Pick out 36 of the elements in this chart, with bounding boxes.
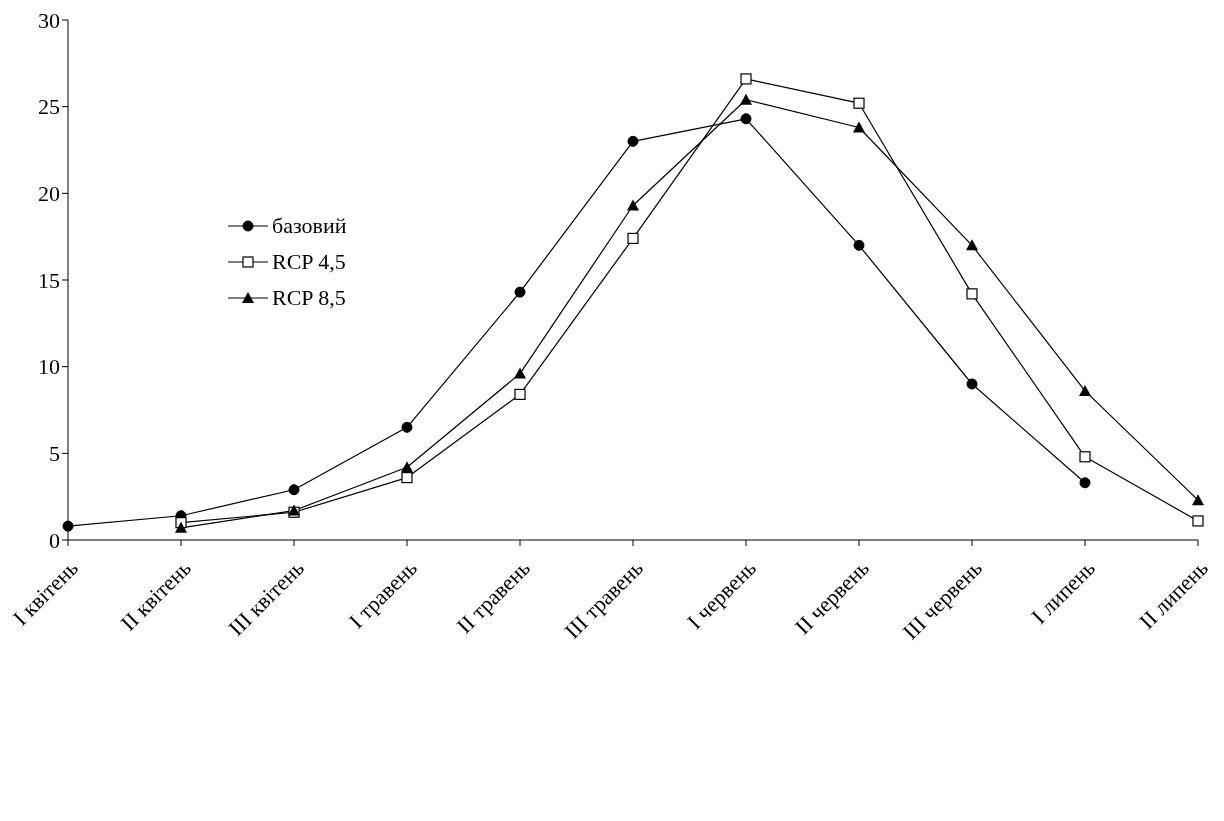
legend-label: RCP 4,5: [272, 249, 346, 275]
point: [1079, 384, 1091, 396]
point: [401, 461, 413, 473]
point: [853, 121, 865, 133]
point: [288, 484, 300, 496]
y-tick-label: 10: [38, 354, 60, 380]
y-tick-label: 15: [38, 267, 60, 293]
point: [175, 521, 187, 533]
point: [966, 288, 978, 300]
point: [740, 93, 752, 105]
point: [401, 421, 413, 433]
point: [1192, 494, 1204, 506]
y-tick-label: 25: [38, 94, 60, 120]
y-tick-label: 30: [38, 7, 60, 33]
y-tick-label: 5: [49, 441, 60, 467]
point: [966, 239, 978, 251]
point: [966, 378, 978, 390]
y-tick-label: 20: [38, 181, 60, 207]
point: [740, 113, 752, 125]
point: [514, 367, 526, 379]
point: [627, 232, 639, 244]
point: [62, 520, 74, 532]
point: [740, 73, 752, 85]
point: [627, 135, 639, 147]
point: [1079, 477, 1091, 489]
point: [853, 97, 865, 109]
point: [514, 286, 526, 298]
y-tick-label: 0: [49, 527, 60, 553]
point: [1192, 515, 1204, 527]
point: [401, 472, 413, 484]
point: [627, 199, 639, 211]
point: [853, 239, 865, 251]
legend-label: RCP 8,5: [272, 285, 346, 311]
point: [1079, 451, 1091, 463]
legend-label: базовий: [272, 213, 347, 239]
point: [514, 388, 526, 400]
